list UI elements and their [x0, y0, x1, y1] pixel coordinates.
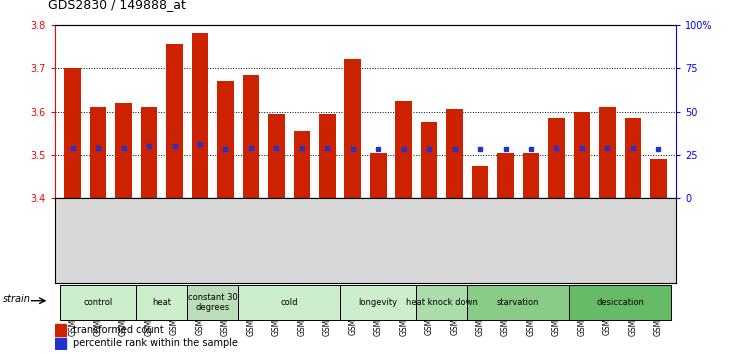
Bar — [141, 107, 157, 198]
Bar — [569, 285, 671, 320]
Bar — [243, 75, 260, 198]
Bar — [471, 166, 488, 198]
Text: longevity: longevity — [359, 298, 398, 307]
Bar — [60, 285, 136, 320]
Text: starvation: starvation — [497, 298, 539, 307]
Text: heat knock down: heat knock down — [406, 298, 478, 307]
Bar — [340, 285, 417, 320]
Text: heat: heat — [152, 298, 171, 307]
Bar — [55, 324, 66, 336]
Text: desiccation: desiccation — [596, 298, 644, 307]
Bar — [370, 153, 387, 198]
Bar — [624, 118, 641, 198]
Bar — [136, 285, 187, 320]
Bar — [55, 338, 66, 349]
Bar — [574, 112, 590, 198]
Bar — [497, 153, 514, 198]
Text: transformed count: transformed count — [73, 325, 164, 335]
Bar — [217, 81, 234, 198]
Bar — [395, 101, 412, 198]
Bar — [599, 107, 616, 198]
Bar — [467, 285, 569, 320]
Bar — [115, 103, 132, 198]
Text: cold: cold — [281, 298, 298, 307]
Bar — [344, 59, 361, 198]
Bar — [64, 68, 81, 198]
Bar — [192, 33, 208, 198]
Bar — [238, 285, 340, 320]
Text: strain: strain — [3, 294, 31, 304]
Bar — [268, 114, 284, 198]
Bar — [548, 118, 565, 198]
Text: percentile rank within the sample: percentile rank within the sample — [73, 338, 238, 348]
Text: constant 30
degrees: constant 30 degrees — [188, 293, 238, 312]
Bar — [166, 44, 183, 198]
Bar — [187, 285, 238, 320]
Bar — [417, 285, 467, 320]
Bar — [523, 153, 539, 198]
Bar — [90, 107, 107, 198]
Bar — [294, 131, 310, 198]
Bar — [650, 159, 667, 198]
Bar — [319, 114, 336, 198]
Bar — [421, 122, 437, 198]
Text: control: control — [83, 298, 113, 307]
Bar — [447, 109, 463, 198]
Text: GDS2830 / 149888_at: GDS2830 / 149888_at — [48, 0, 186, 11]
